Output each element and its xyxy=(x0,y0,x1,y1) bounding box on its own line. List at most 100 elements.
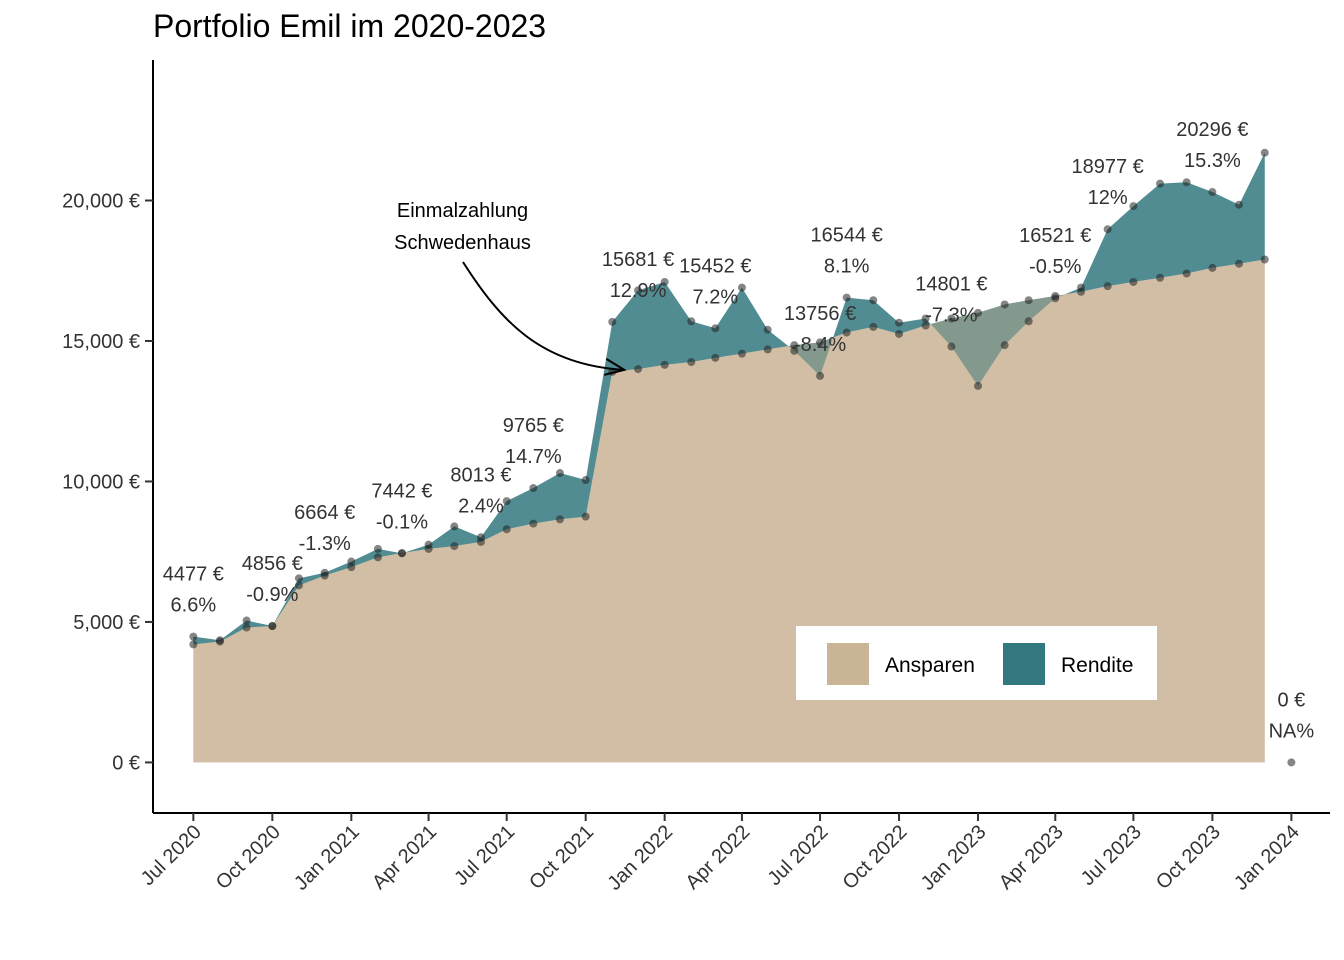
legend-swatch-ansparen xyxy=(827,643,869,685)
annotation-line-2: Schwedenhaus xyxy=(394,232,531,254)
annotation-arrow-layer xyxy=(462,261,627,376)
point-rendite xyxy=(711,324,720,333)
point-ansparen xyxy=(634,365,643,374)
x-tick-label: Oct 2023 xyxy=(1152,821,1225,894)
point-ansparen xyxy=(842,328,851,337)
point-rendite xyxy=(424,540,433,549)
value-label-percent: 14.7% xyxy=(505,446,562,468)
y-tick-label: 0 € xyxy=(112,752,140,774)
point-rendite xyxy=(1129,202,1138,211)
point-rendite xyxy=(476,533,485,542)
point-rendite xyxy=(215,636,224,645)
point-ansparen xyxy=(555,515,564,524)
area-rendite xyxy=(193,152,1265,645)
point-rendite xyxy=(895,318,904,327)
point-ansparen xyxy=(1156,273,1165,282)
point-ansparen xyxy=(763,345,772,354)
value-label-amount: 16521 € xyxy=(1019,225,1091,247)
x-tick-label: Oct 2021 xyxy=(525,821,598,894)
point-rendite xyxy=(397,549,406,558)
value-label-percent: NA% xyxy=(1269,720,1315,742)
point-rendite xyxy=(529,484,538,493)
point-ansparen xyxy=(921,321,930,330)
x-tick-label: Apr 2022 xyxy=(682,821,755,894)
point-rendite xyxy=(555,469,564,478)
point-rendite xyxy=(1051,294,1060,303)
value-label-percent: 12.9% xyxy=(610,280,667,302)
point-rendite xyxy=(763,325,772,334)
point-rendite xyxy=(790,346,799,355)
y-tick-label: 10,000 € xyxy=(62,471,140,493)
point-rendite xyxy=(1024,317,1033,326)
point-rendite xyxy=(608,317,617,326)
point-ansparen xyxy=(1182,269,1191,278)
point-ansparen xyxy=(790,341,799,350)
value-label-amount: 20296 € xyxy=(1176,119,1248,141)
value-label-percent: -0.1% xyxy=(376,511,428,533)
value-label-percent: 7.2% xyxy=(693,286,739,308)
point-rendite xyxy=(268,621,277,630)
point-ansparen xyxy=(974,308,983,317)
x-tick-label: Jul 2023 xyxy=(1077,821,1146,890)
point-rendite xyxy=(1103,225,1112,234)
point-rendite xyxy=(1182,178,1191,187)
x-tick-label: Jan 2022 xyxy=(603,821,677,895)
point-rendite xyxy=(1234,200,1243,209)
point-ansparen xyxy=(1024,296,1033,305)
point-ansparen xyxy=(189,640,198,649)
value-label-percent: 8.1% xyxy=(824,256,870,278)
legend-swatch-rendite xyxy=(1003,643,1045,685)
x-tick-label: Jul 2020 xyxy=(137,821,206,890)
point-rendite xyxy=(634,286,643,295)
point-rendite xyxy=(320,568,329,577)
value-label-amount: 18977 € xyxy=(1072,156,1144,178)
point-ansparen xyxy=(450,542,459,551)
y-tick-label: 5,000 € xyxy=(73,612,140,634)
x-tick-label: Jul 2022 xyxy=(764,821,833,890)
point-ansparen xyxy=(947,314,956,323)
point-ansparen xyxy=(347,563,356,572)
legend-label-ansparen: Ansparen xyxy=(885,654,975,677)
value-label-amount: 0 € xyxy=(1277,689,1305,711)
value-label-percent: 6.6% xyxy=(171,595,217,617)
value-label-amount: 14801 € xyxy=(915,274,987,296)
point-rendite xyxy=(737,283,746,292)
x-tick-label: Jan 2024 xyxy=(1230,821,1304,895)
value-label-percent: -7.3% xyxy=(925,305,977,327)
value-label-percent: 2.4% xyxy=(458,495,504,517)
x-tick-label: Oct 2020 xyxy=(212,821,285,894)
point-rendite xyxy=(816,371,825,380)
value-label-percent: -1.3% xyxy=(299,533,351,555)
value-label-amount: 4477 € xyxy=(163,564,224,586)
x-tick-label: Jan 2021 xyxy=(290,821,364,895)
x-tick-label: Apr 2021 xyxy=(368,821,441,894)
x-tick-label: Jan 2023 xyxy=(917,821,991,895)
value-label-amount: 9765 € xyxy=(503,415,564,437)
annotation-arrow xyxy=(462,261,625,371)
y-tick-label: 15,000 € xyxy=(62,331,140,353)
value-label-amount: 15452 € xyxy=(679,255,751,277)
value-label-amount: 15681 € xyxy=(602,249,674,271)
point-rendite xyxy=(1260,148,1269,157)
point-rendite xyxy=(687,317,696,326)
value-label-percent: 15.3% xyxy=(1184,150,1241,172)
legend: Ansparen Rendite xyxy=(796,626,1157,700)
point-rendite xyxy=(1000,341,1009,350)
x-tick-label: Oct 2022 xyxy=(839,821,912,894)
point-rendite xyxy=(242,616,251,625)
value-label-amount: 7442 € xyxy=(371,480,432,502)
point-ansparen xyxy=(1234,259,1243,268)
point-ansparen xyxy=(1208,263,1217,272)
value-label-amount: 16544 € xyxy=(811,225,883,247)
legend-label-rendite: Rendite xyxy=(1061,654,1134,677)
point-rendite xyxy=(189,632,198,641)
point-ansparen xyxy=(502,525,511,534)
point-rendite xyxy=(1156,179,1165,188)
point-ansparen xyxy=(711,353,720,362)
point-rendite xyxy=(921,314,930,323)
y-tick-label: 20,000 € xyxy=(62,190,140,212)
point-ansparen xyxy=(816,338,825,347)
value-label-percent: 12% xyxy=(1088,187,1128,209)
x-tick-label: Jul 2021 xyxy=(450,821,519,890)
